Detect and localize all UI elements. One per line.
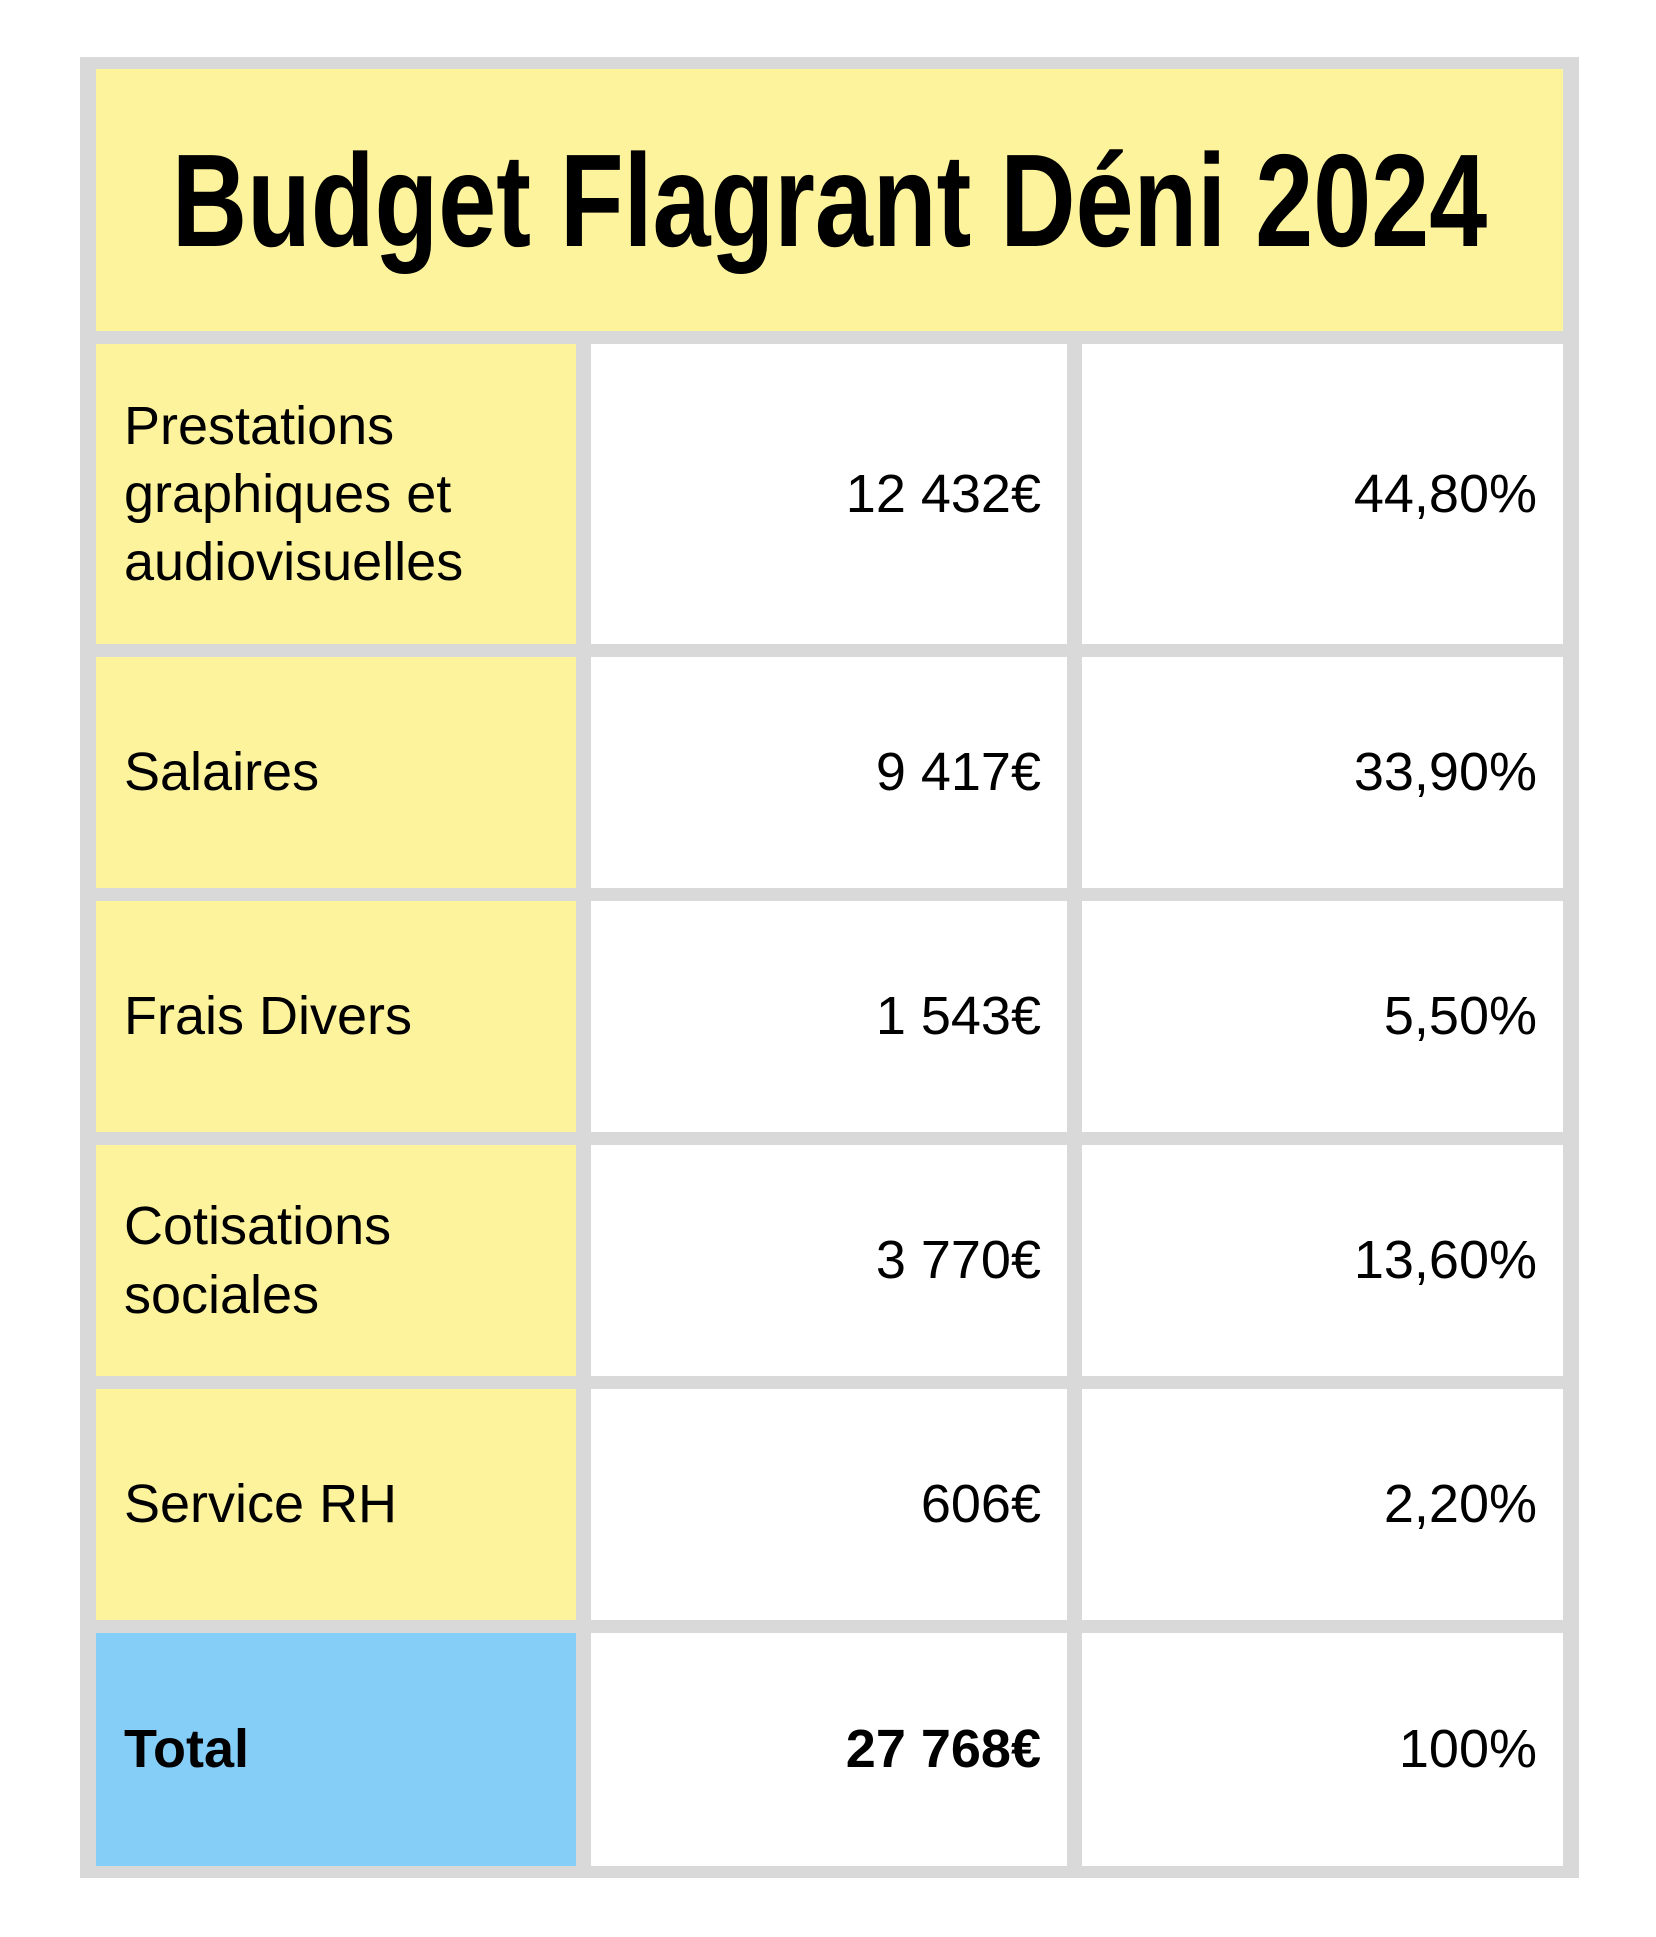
label-cell-cotisations: Cotisations sociales (96, 1145, 576, 1376)
amount-cell-salaires: 9 417€ (591, 657, 1067, 888)
percent-cell-cotisations: 13,60% (1082, 1145, 1563, 1376)
table-row-prestations: Prestations graphiques et audiovisuelles… (96, 344, 1563, 644)
table-header: Budget Flagrant Déni 2024 (96, 69, 1563, 331)
table-row-total: Total 27 768€ 100% (96, 1633, 1563, 1866)
table-row-salaires: Salaires 9 417€ 33,90% (96, 657, 1563, 888)
amount-cell-cotisations: 3 770€ (591, 1145, 1067, 1376)
amount-cell-total: 27 768€ (591, 1633, 1067, 1866)
table-row-service-rh: Service RH 606€ 2,20% (96, 1389, 1563, 1620)
label-cell-service-rh: Service RH (96, 1389, 576, 1620)
percent-cell-service-rh: 2,20% (1082, 1389, 1563, 1620)
label-cell-prestations: Prestations graphiques et audiovisuelles (96, 344, 576, 644)
table-row-frais-divers: Frais Divers 1 543€ 5,50% (96, 901, 1563, 1132)
label-cell-frais-divers: Frais Divers (96, 901, 576, 1132)
percent-cell-prestations: 44,80% (1082, 344, 1563, 644)
amount-cell-prestations: 12 432€ (591, 344, 1067, 644)
percent-cell-salaires: 33,90% (1082, 657, 1563, 888)
percent-cell-frais-divers: 5,50% (1082, 901, 1563, 1132)
table-row-cotisations: Cotisations sociales 3 770€ 13,60% (96, 1145, 1563, 1376)
amount-cell-frais-divers: 1 543€ (591, 901, 1067, 1132)
label-cell-salaires: Salaires (96, 657, 576, 888)
amount-cell-service-rh: 606€ (591, 1389, 1067, 1620)
percent-cell-total: 100% (1082, 1633, 1563, 1866)
budget-table: Budget Flagrant Déni 2024 Prestations gr… (80, 57, 1579, 1878)
table-title: Budget Flagrant Déni 2024 (171, 126, 1488, 274)
label-cell-total: Total (96, 1633, 576, 1866)
